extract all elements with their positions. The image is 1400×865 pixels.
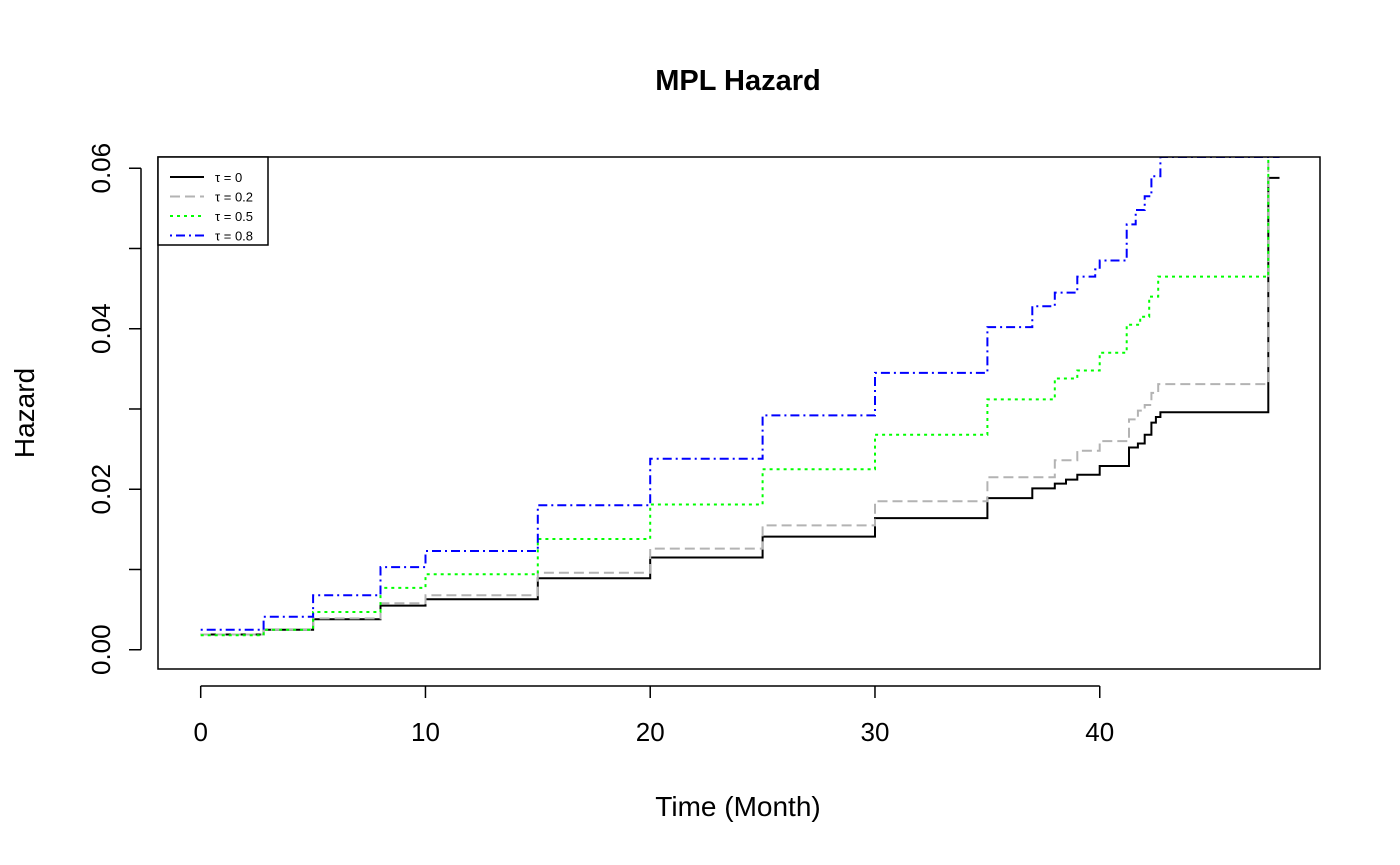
legend-label: τ = 0.2 <box>215 190 253 205</box>
legend-label: τ = 0 <box>215 170 242 185</box>
x-axis-title: Time (Month) <box>655 791 820 822</box>
y-axis-title: Hazard <box>9 368 40 458</box>
axes-layer: 0 10 20 30 40 0.00 0.02 0.04 0.06 <box>86 143 1114 747</box>
series-line-3 <box>200 157 1280 631</box>
plot-frame <box>157 156 1321 670</box>
y-tick-label: 0.02 <box>86 464 116 515</box>
chart-title: MPL Hazard <box>655 65 820 97</box>
y-tick-label: 0.04 <box>86 303 116 354</box>
x-tick-label: 10 <box>411 717 440 747</box>
series-layer <box>200 157 1280 637</box>
legend-label: τ = 0.5 <box>215 209 253 224</box>
legend-label: τ = 0.8 <box>215 229 253 244</box>
y-tick-label: 0.06 <box>86 143 116 194</box>
legend-box <box>157 156 269 246</box>
y-tick-label: 0.00 <box>86 624 116 675</box>
series-line-0 <box>200 176 1280 636</box>
legend: τ = 0 τ = 0.2 τ = 0.5 τ = 0.8 <box>157 156 269 246</box>
x-tick-label: 20 <box>636 717 665 747</box>
x-tick-label: 40 <box>1085 717 1114 747</box>
x-tick-label: 0 <box>193 717 207 747</box>
x-tick-label: 30 <box>861 717 890 747</box>
